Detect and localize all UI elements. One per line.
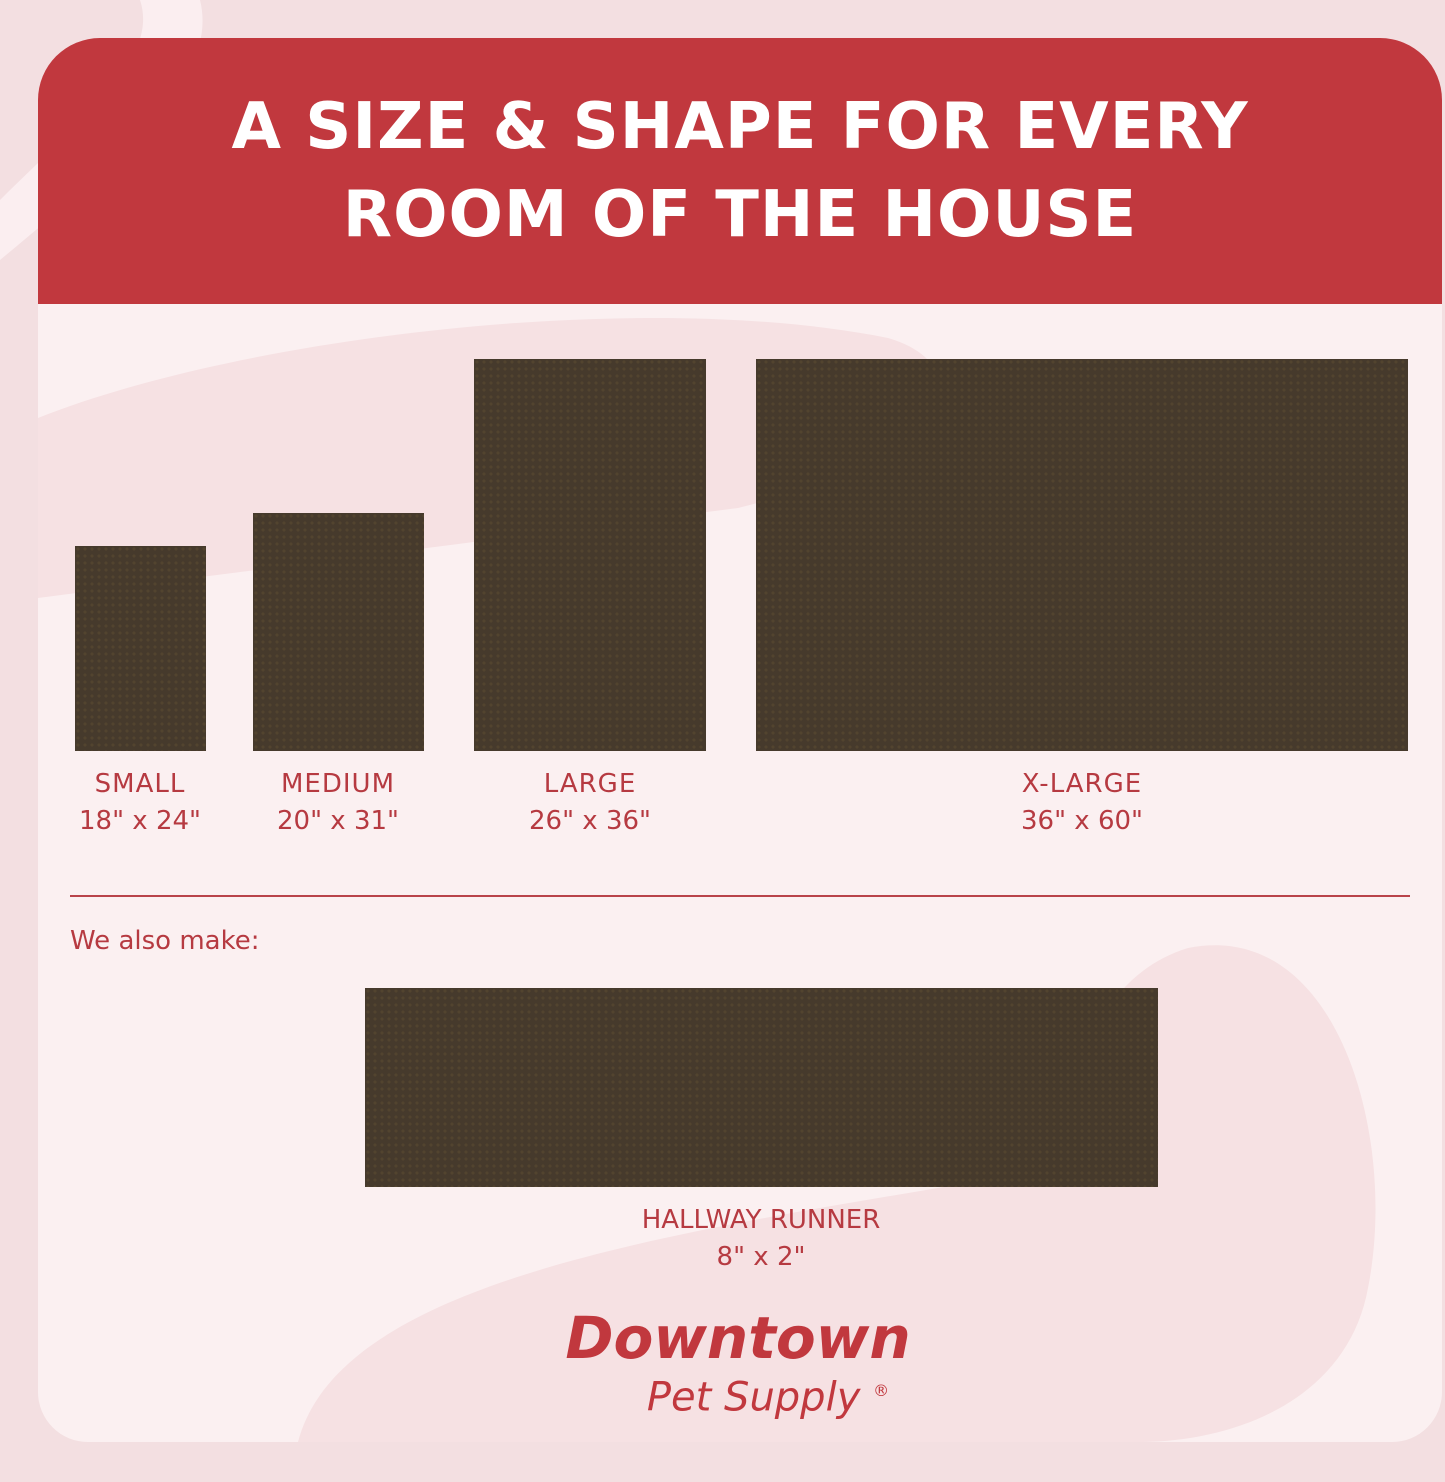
- mat-large: [474, 359, 706, 751]
- size-dims: 36" x 60": [1020, 806, 1144, 836]
- size-name: SMALL: [94, 769, 186, 799]
- size-dims: 8" x 2": [716, 1242, 806, 1272]
- mat-small: [75, 546, 206, 751]
- brand-logo: Downtown Pet Supply ®: [565, 1308, 910, 1420]
- size-label-medium: MEDIUM 20" x 31": [277, 766, 399, 840]
- logo-line-2: Pet Supply: [646, 1374, 861, 1421]
- size-label-x-large: X-LARGE 36" x 60": [1021, 766, 1143, 840]
- title-line-1: A SIZE & SHAPE FOR EVERY: [231, 90, 1249, 164]
- also-make-label: We also make:: [70, 926, 260, 956]
- size-dims: 18" x 24": [78, 806, 202, 836]
- title-line-2: ROOM OF THE HOUSE: [342, 178, 1138, 252]
- registered-mark: ®: [873, 1381, 890, 1400]
- size-label-small: SMALL 18" x 24": [79, 766, 201, 840]
- size-name: HALLWAY RUNNER: [641, 1205, 881, 1235]
- divider: [70, 895, 1410, 897]
- size-name: X-LARGE: [1021, 769, 1143, 799]
- size-name: MEDIUM: [280, 769, 396, 799]
- logo-line-1: Downtown: [565, 1304, 911, 1372]
- size-name: LARGE: [543, 769, 637, 799]
- header-banner: A SIZE & SHAPE FOR EVERY ROOM OF THE HOU…: [38, 38, 1442, 304]
- size-label-large: LARGE 26" x 36": [529, 766, 651, 840]
- size-label-hallway-runner: HALLWAY RUNNER 8" x 2": [642, 1202, 881, 1276]
- mat-x-large: [756, 359, 1408, 751]
- size-dims: 20" x 31": [276, 806, 400, 836]
- size-chart-card: A SIZE & SHAPE FOR EVERY ROOM OF THE HOU…: [38, 38, 1442, 1442]
- size-dims: 26" x 36": [528, 806, 652, 836]
- mat-hallway-runner: [365, 988, 1158, 1187]
- mat-medium: [253, 513, 424, 751]
